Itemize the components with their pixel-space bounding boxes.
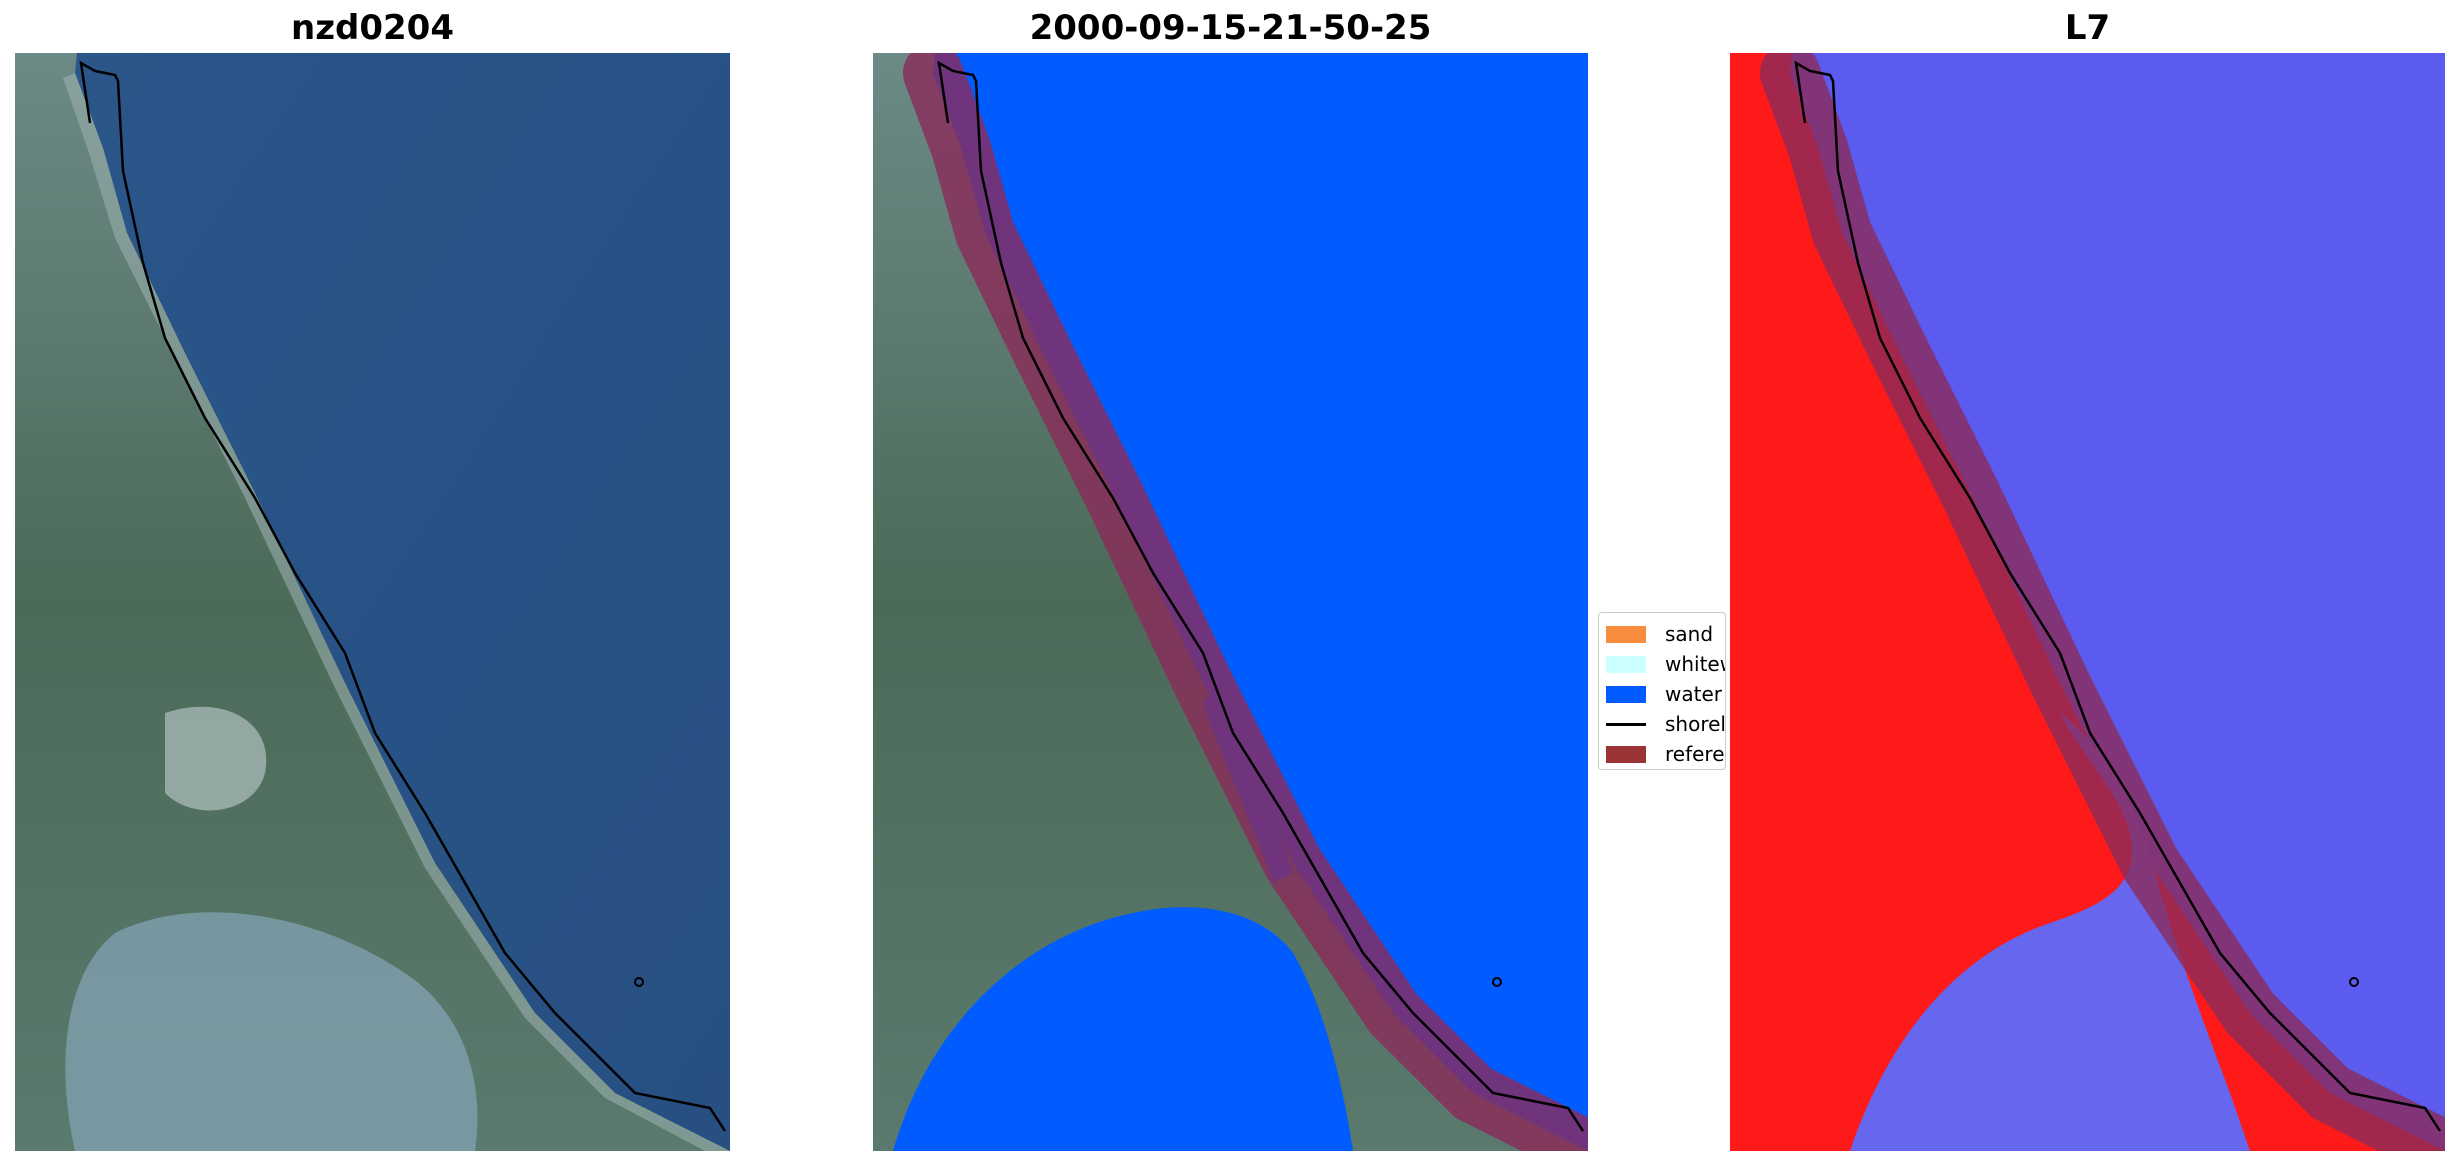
legend-label: referen <box>1665 742 1725 766</box>
index-estuary-water <box>1850 713 2250 1151</box>
panel-title-index: L7 <box>2064 8 2111 48</box>
legend-item-sand: sand <box>1606 619 1725 649</box>
legend-line-shoreline <box>1606 722 1646 726</box>
legend-item-shoreline: shoreli <box>1606 709 1725 739</box>
shoreline-trace <box>1794 60 2442 1132</box>
index-land-area <box>1730 53 2445 1151</box>
legend-label: sand <box>1665 622 1714 646</box>
estuary-area <box>65 912 478 1151</box>
legend-swatch-whitewater <box>1606 655 1646 673</box>
land-area <box>15 53 730 1151</box>
index-image-panel <box>1730 53 2445 1151</box>
shoreline-trace <box>79 60 727 1132</box>
legend-label: water <box>1665 682 1722 706</box>
classified-image-panel <box>873 53 1588 1151</box>
legend-swatch-sand <box>1606 625 1646 643</box>
legend-label: shoreli <box>1665 712 1726 736</box>
panel-title-rgb: nzd0204 <box>291 8 454 48</box>
land-area <box>873 53 1588 1151</box>
shoreline-islet <box>634 977 644 987</box>
rgb-image-panel <box>15 53 730 1151</box>
shoreline-trace <box>937 60 1585 1132</box>
legend-item-water: water <box>1606 679 1725 709</box>
legend-item-reference: referen <box>1606 739 1725 769</box>
reference-buffer <box>1760 53 2445 1151</box>
shoreline-islet <box>1492 977 1502 987</box>
estuary-water-class <box>893 907 1353 1151</box>
panel-title-classified: 2000-09-15-21-50-25 <box>1029 8 1432 48</box>
quarry-area <box>165 706 267 811</box>
index-image <box>1730 53 2445 1151</box>
reference-buffer <box>903 53 1588 1151</box>
legend-swatch-water <box>1606 685 1646 703</box>
classified-image <box>873 53 1588 1151</box>
rgb-satellite-image <box>15 53 730 1151</box>
legend-swatch-reference <box>1606 745 1646 763</box>
shoreline-islet <box>2349 977 2359 987</box>
